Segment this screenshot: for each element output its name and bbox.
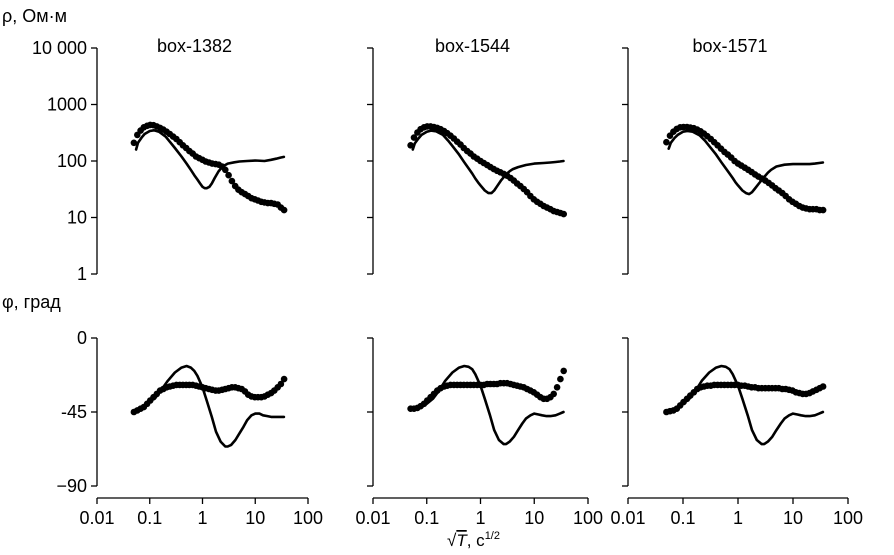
phase-model-curve bbox=[665, 364, 825, 446]
rho-tick-label: 100 bbox=[57, 151, 87, 171]
phase-observed-point bbox=[277, 380, 285, 388]
sqrt-sign: √ bbox=[447, 531, 457, 550]
phi-tick-label: −90 bbox=[56, 476, 87, 496]
x-axis-symbol: T bbox=[456, 531, 468, 550]
x-axis-label: √T, c1/2 bbox=[447, 530, 500, 550]
rho-observed-point bbox=[663, 138, 670, 146]
rho-observed-point bbox=[407, 142, 414, 149]
panel-3: box-1571 0.01 0.1 1 10 100 bbox=[610, 36, 863, 528]
rho-observed-point bbox=[819, 206, 827, 214]
panel-title: box-1544 bbox=[435, 36, 510, 56]
x-tick-label: 10 bbox=[524, 508, 544, 528]
x-tick-label: 0.01 bbox=[355, 508, 390, 528]
phase-observed-point bbox=[560, 367, 567, 375]
x-tick-label: 0.01 bbox=[610, 508, 645, 528]
rho-model-curve bbox=[134, 129, 286, 190]
rho-observed-point bbox=[228, 177, 236, 185]
x-tick-label: 100 bbox=[833, 508, 863, 528]
x-tick-label: 1 bbox=[475, 508, 485, 528]
x-tick-label: 100 bbox=[293, 508, 323, 528]
rho-model-curve bbox=[411, 129, 565, 195]
panel-title: box-1382 bbox=[157, 36, 232, 56]
rho-observed-point bbox=[130, 139, 138, 147]
x-axis-exponent: 1/2 bbox=[485, 530, 500, 542]
phase-observed-point bbox=[819, 383, 827, 390]
rho-observed-point bbox=[410, 134, 418, 141]
x-tick-label: 10 bbox=[783, 508, 803, 528]
rho-tick-label: 10 000 bbox=[32, 38, 87, 58]
x-axis-unit: , c bbox=[467, 531, 485, 550]
x-tick-label: 0.1 bbox=[137, 508, 162, 528]
rho-observed-point bbox=[280, 206, 288, 214]
rho-tick-label: 1000 bbox=[47, 95, 87, 115]
phase-observed-point bbox=[280, 375, 288, 383]
x-tick-label: 0.1 bbox=[670, 508, 695, 528]
phi-tick-label: 0 bbox=[77, 328, 87, 348]
phase-model-curve bbox=[132, 364, 286, 448]
rho-observed-point bbox=[560, 210, 567, 218]
x-tick-label: 1 bbox=[733, 508, 743, 528]
rho-observed-point bbox=[225, 171, 232, 179]
rho-observed-point bbox=[222, 166, 229, 174]
rho-model-curve bbox=[667, 129, 825, 196]
x-tick-label: 1 bbox=[197, 508, 207, 528]
rho-tick-label: 10 bbox=[67, 208, 87, 228]
x-tick-label: 0.01 bbox=[79, 508, 114, 528]
panel-title: box-1571 bbox=[692, 36, 767, 56]
x-tick-label: 100 bbox=[573, 508, 603, 528]
phase-observed-point bbox=[550, 390, 557, 398]
phase-observed-point bbox=[553, 384, 561, 391]
rho-axis-label: ρ, Ом·м bbox=[2, 6, 67, 26]
phase-observed-point bbox=[557, 375, 564, 383]
x-tick-label: 10 bbox=[245, 508, 265, 528]
phase-model-curve bbox=[409, 364, 565, 446]
phi-tick-label: -45 bbox=[61, 402, 87, 422]
panel-2: box-1544 0.01 0.1 1 10 100 bbox=[355, 36, 603, 528]
x-tick-label: 0.1 bbox=[414, 508, 439, 528]
phi-axis-label: φ, град bbox=[2, 292, 61, 312]
rho-tick-label: 1 bbox=[77, 264, 87, 284]
